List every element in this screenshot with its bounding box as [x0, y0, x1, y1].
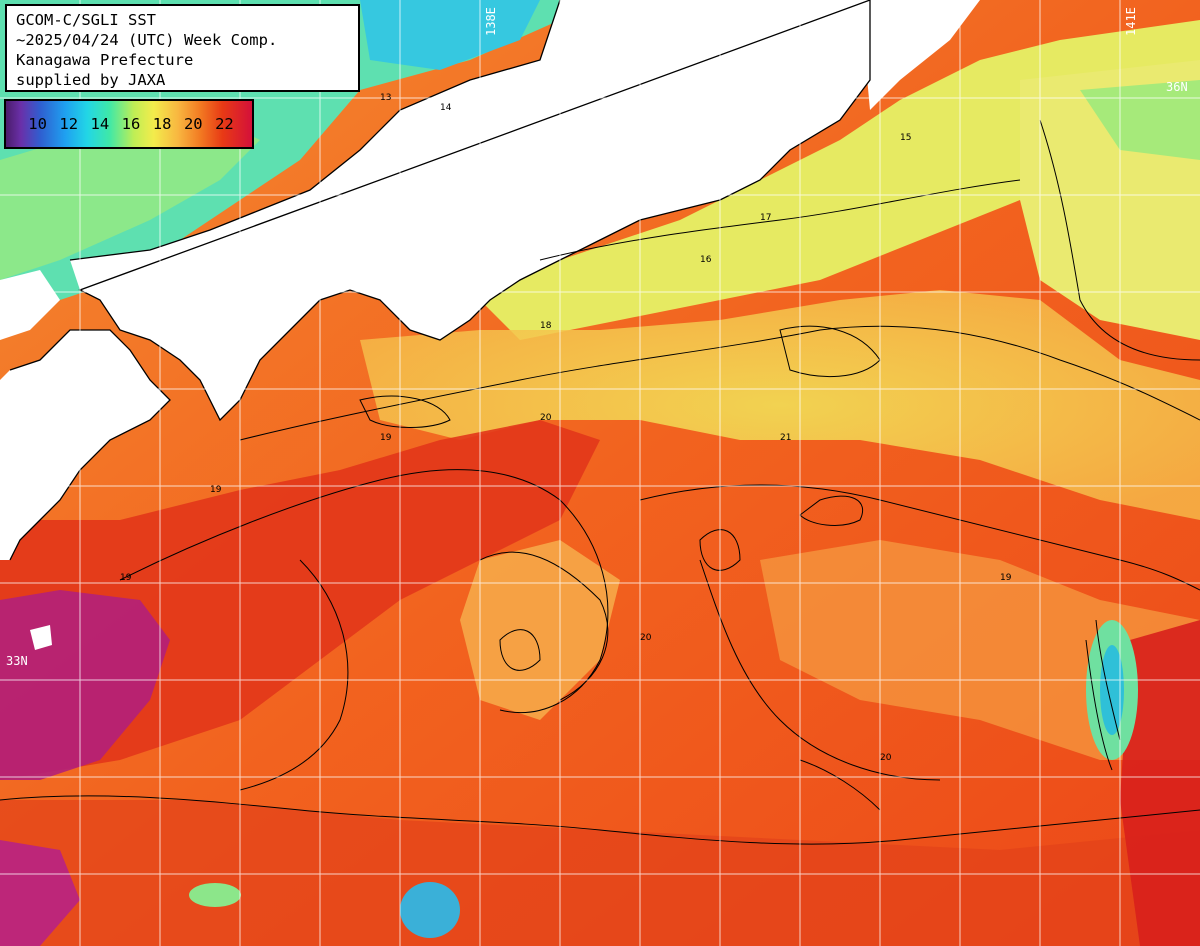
hot-east — [1120, 620, 1200, 946]
contour-label: 20 — [880, 753, 892, 763]
info-box: GCOM-C/SGLI SST ~2025/04/24 (UTC) Week C… — [5, 4, 360, 92]
legend-tick: 16 — [121, 115, 141, 133]
extreme-warm-southwest — [0, 840, 80, 946]
info-line-1: GCOM-C/SGLI SST — [16, 11, 156, 29]
mild-region-center — [360, 290, 1200, 520]
legend-tick: 20 — [183, 115, 203, 133]
hot-south — [0, 800, 1200, 946]
lat-label-33n: 33N — [6, 654, 28, 668]
legend-tick: 14 — [90, 115, 110, 133]
lon-label-141e: 141E — [1124, 7, 1138, 36]
info-line-4: supplied by JAXA — [16, 71, 166, 89]
legend-ticks: 10 12 14 16 18 20 22 — [6, 115, 252, 133]
contour-label: 13 — [380, 93, 391, 103]
contour-label: 19 — [380, 433, 392, 443]
northeast-cold-sea — [1080, 80, 1200, 160]
contour-label: 20 — [540, 413, 552, 423]
land-awaji — [470, 150, 500, 200]
info-line-3: Kanagawa Prefecture — [16, 51, 194, 69]
info-line-2: ~2025/04/24 (UTC) Week Comp. — [16, 31, 278, 49]
color-legend: 10 12 14 16 18 20 22 — [4, 99, 254, 149]
land-kii — [520, 190, 580, 240]
lon-label-138e: 138E — [484, 7, 498, 36]
contour-label: 18 — [540, 321, 552, 331]
lat-label-36n: 36N — [1166, 80, 1188, 94]
land-kyushu-edge — [0, 270, 60, 340]
legend-tick: 10 — [28, 115, 47, 133]
land-shikoku — [0, 330, 170, 560]
mild-region-south — [460, 540, 620, 720]
contour-label: 14 — [440, 103, 452, 113]
contour-label: 19 — [1000, 573, 1012, 583]
land-honshu-west — [70, 0, 870, 420]
legend-tick: 18 — [152, 115, 172, 133]
land-honshu-east-fragment — [860, 0, 980, 110]
contour-label: 19 — [120, 573, 132, 583]
south-cold-patch-1 — [400, 882, 460, 938]
contour-label: 19 — [210, 485, 222, 495]
contour-label: 17 — [760, 213, 771, 223]
northwest-colder-sea — [360, 0, 540, 70]
contour-label: 21 — [780, 433, 791, 443]
contour-label: 20 — [640, 633, 652, 643]
south-cold-patch-2 — [189, 883, 241, 907]
contour-labels: 19 20 20 21 18 17 16 15 14 13 19 20 19 1… — [120, 93, 1012, 763]
legend-tick: 12 — [59, 115, 79, 133]
contour-label: 15 — [900, 133, 911, 143]
land-small-island — [30, 625, 52, 650]
legend-tick: 22 — [215, 115, 234, 133]
contour-label: 16 — [700, 255, 712, 265]
izu-cold-core — [1100, 645, 1124, 735]
